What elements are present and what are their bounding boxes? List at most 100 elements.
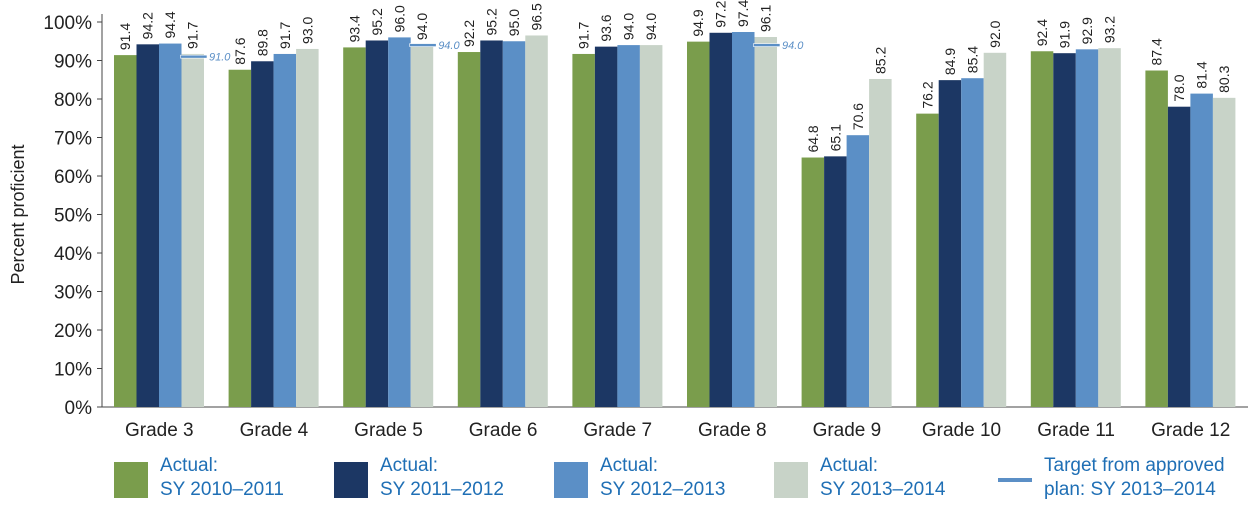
bar	[457, 52, 481, 407]
legend-line1: Actual:	[380, 455, 439, 476]
y-tick-label: 70%	[54, 129, 92, 150]
legend-line1: Target from approved	[1044, 455, 1225, 476]
data-label: 96.5	[529, 3, 545, 30]
x-tick-label: Grade 10	[922, 420, 1001, 441]
bar	[480, 40, 503, 407]
legend-label-sy2010: Actual: SY 2010–2011	[160, 454, 284, 502]
bar	[824, 156, 847, 407]
data-label: 91.4	[117, 23, 133, 50]
data-label: 70.6	[850, 103, 866, 130]
bar	[114, 55, 137, 408]
x-tick-label: Grade 11	[1037, 420, 1115, 441]
legend-line2: SY 2012–2013	[600, 479, 726, 500]
x-tick-label: Grade 7	[583, 420, 652, 441]
legend: Actual: SY 2010–2011 Actual: SY 2011–201…	[0, 446, 1258, 506]
legend-line1: Actual:	[820, 455, 879, 476]
data-label: 89.8	[254, 29, 270, 56]
data-label: 93.6	[598, 14, 614, 41]
data-label: 97.2	[713, 0, 729, 27]
data-label: 91.7	[185, 21, 201, 48]
data-label: 95.2	[484, 8, 500, 35]
y-tick-label: 50%	[54, 206, 92, 227]
data-label: 95.2	[369, 8, 385, 35]
bar	[916, 113, 939, 407]
data-label: 95.0	[506, 9, 522, 36]
data-label: 94.2	[140, 12, 156, 39]
legend-swatch-sy2011	[334, 462, 368, 498]
data-label: 94.4	[162, 11, 178, 38]
y-tick-label: 80%	[54, 90, 92, 111]
y-tick-label: 40%	[54, 244, 92, 265]
legend-line2: plan: SY 2013–2014	[1044, 479, 1216, 500]
y-axis-title: Percent proficient	[8, 144, 28, 284]
data-label: 78.0	[1171, 74, 1187, 101]
data-label: 96.0	[391, 5, 407, 32]
data-label: 87.4	[1149, 38, 1165, 65]
legend-swatch-sy2012	[554, 462, 588, 498]
x-tick-label: Grade 3	[125, 420, 194, 441]
bar	[617, 45, 640, 407]
data-label: 85.2	[872, 47, 888, 74]
data-label: 96.1	[758, 5, 774, 32]
data-label: 94.0	[621, 13, 637, 40]
bar	[732, 32, 755, 407]
bar	[639, 45, 663, 407]
bar	[388, 37, 411, 408]
x-tick-label: Grade 6	[469, 420, 538, 441]
legend-line2: SY 2011–2012	[380, 479, 504, 500]
legend-line1: Actual:	[160, 455, 219, 476]
data-label: 84.9	[942, 48, 958, 75]
legend-swatch-sy2010	[114, 462, 148, 498]
bar	[296, 48, 319, 407]
legend-swatch-sy2013	[774, 462, 808, 498]
data-label: 81.4	[1194, 61, 1210, 88]
data-label: 87.6	[232, 37, 248, 64]
legend-label-sy2013: Actual: SY 2013–2014	[820, 454, 945, 502]
bar	[1053, 53, 1076, 408]
bar	[136, 44, 159, 408]
bar	[343, 47, 366, 407]
bar	[938, 80, 962, 407]
target-marker	[409, 43, 437, 47]
bar-chart: 0% 10% 20% 30% 40% 50% 60% 70% 80% 90% 100% Percent…	[8, 0, 1248, 441]
bar	[1098, 48, 1121, 408]
bar	[1075, 49, 1099, 408]
legend-line1: Actual:	[600, 455, 659, 476]
bar	[1167, 106, 1191, 407]
legend-line2: SY 2010–2011	[160, 479, 284, 500]
bar	[869, 78, 892, 407]
legend-line2: SY 2013–2014	[820, 479, 946, 500]
legend-label-target: Target from approved plan: SY 2013–2014	[1044, 454, 1225, 502]
bar	[181, 53, 204, 408]
y-tick-label: 90%	[54, 52, 92, 73]
data-label: 92.9	[1079, 17, 1095, 44]
y-tick-label: 10%	[54, 360, 92, 381]
x-tick-label: Grade 9	[813, 420, 882, 441]
bar	[801, 157, 825, 407]
data-label: 93.4	[346, 15, 362, 42]
x-tick-label: Grade 12	[1151, 420, 1230, 441]
bar	[1145, 70, 1168, 407]
bar	[273, 53, 297, 408]
bar	[525, 35, 548, 407]
data-label: 97.4	[735, 0, 751, 27]
data-label: 94.0	[414, 13, 430, 40]
bar	[502, 41, 526, 407]
x-tick-label: Grade 8	[698, 420, 767, 441]
y-tick-label: 20%	[54, 321, 92, 342]
x-tick-label: Grade 5	[354, 420, 423, 441]
y-tick-label: 0%	[65, 398, 93, 419]
bar	[687, 41, 710, 407]
target-marker	[753, 43, 781, 47]
bar	[961, 78, 984, 408]
legend-label-sy2012: Actual: SY 2012–2013	[600, 454, 725, 502]
x-tick-label: Grade 4	[240, 420, 309, 441]
legend-label-sy2011: Actual: SY 2011–2012	[380, 454, 504, 502]
data-label: 65.1	[827, 124, 843, 151]
bar	[594, 46, 618, 407]
target-label: 91.0	[209, 52, 231, 64]
data-label: 85.4	[964, 46, 980, 73]
bar	[846, 135, 870, 407]
target-label: 94.0	[782, 40, 804, 52]
y-tick-label: 100%	[43, 13, 92, 34]
